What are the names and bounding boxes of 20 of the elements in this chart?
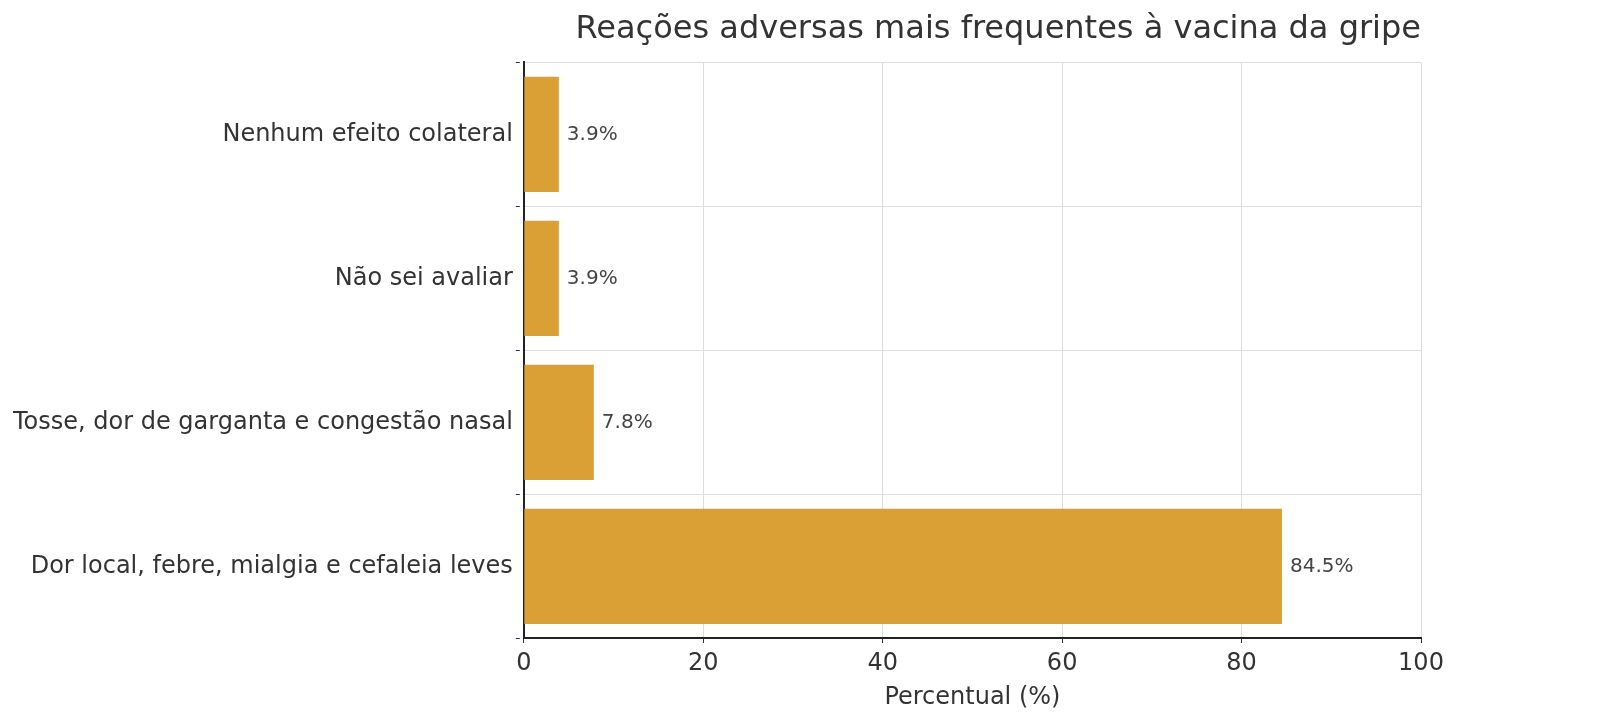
x-tick-label: 40 xyxy=(867,648,898,677)
data-label: 7.8% xyxy=(601,408,653,433)
y-tick-label: Não sei avaliar xyxy=(334,262,513,291)
data-label: 3.9% xyxy=(566,120,618,145)
x-tick-label: 100 xyxy=(1398,648,1444,677)
x-tick-label: 80 xyxy=(1226,648,1257,677)
bar xyxy=(524,76,559,192)
y-tick-label: Tosse, dor de garganta e congestão nasal xyxy=(12,406,513,435)
y-tick-label: Dor local, febre, mialgia e cefaleia leves xyxy=(30,550,513,579)
x-tick-label: 60 xyxy=(1046,648,1078,677)
x-axis-title: Percentual (%) xyxy=(884,681,1061,710)
bar xyxy=(524,364,594,480)
data-label: 84.5% xyxy=(1289,552,1354,577)
bar xyxy=(524,220,559,336)
x-tick-label: 0 xyxy=(516,648,532,677)
y-tick-label: Nenhum efeito colateral xyxy=(222,118,513,147)
data-label: 3.9% xyxy=(566,264,618,289)
bar xyxy=(524,508,1282,624)
x-tick-label: 20 xyxy=(688,648,719,677)
chart-title: Reações adversas mais frequentes à vacina da gripe xyxy=(575,7,1421,46)
